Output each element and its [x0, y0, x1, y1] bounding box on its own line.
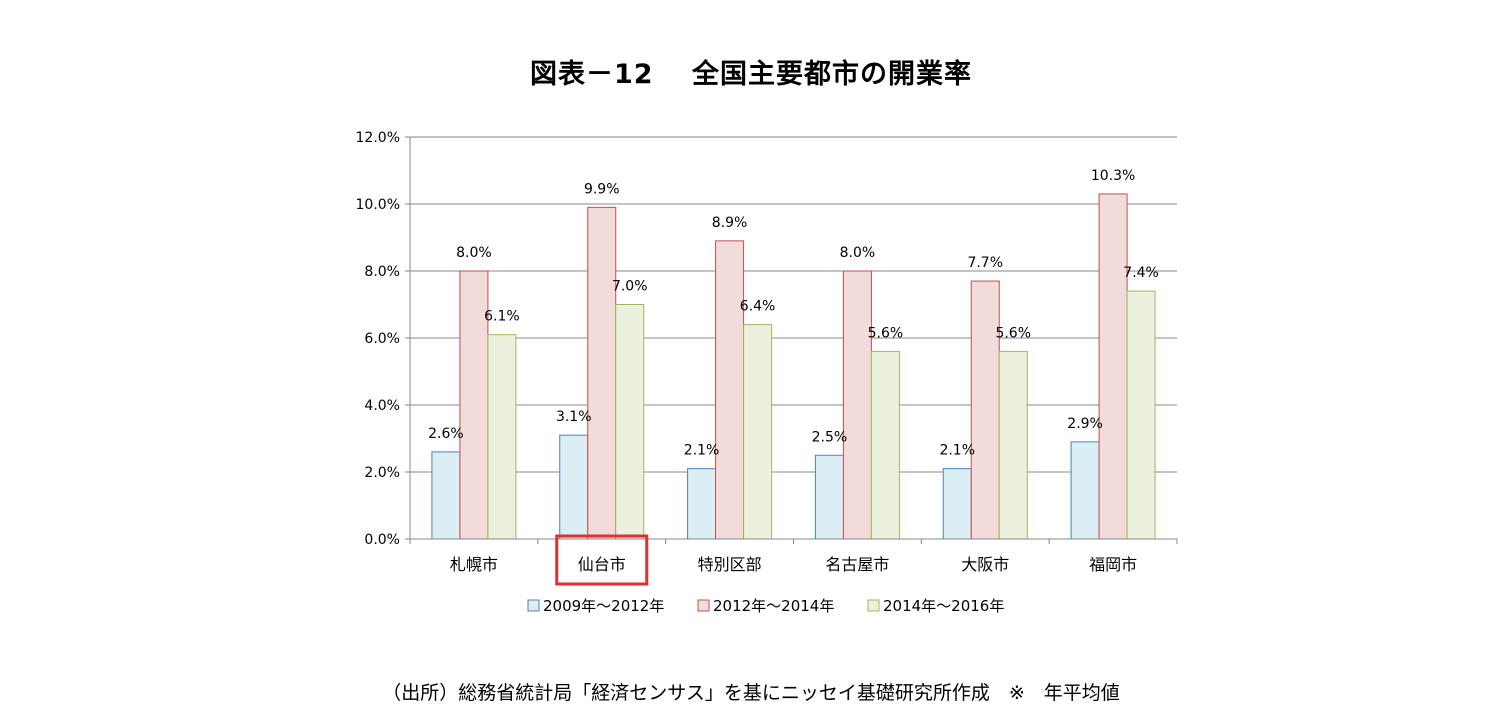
data-label: 6.1%: [484, 309, 520, 325]
data-label: 7.7%: [967, 255, 1003, 271]
data-label: 10.3%: [1091, 168, 1135, 184]
data-label: 2.1%: [939, 443, 975, 459]
y-tick-label: 2.0%: [364, 465, 400, 481]
bars: [431, 193, 1156, 540]
bar: [1126, 290, 1156, 540]
highlight-box: [555, 534, 649, 586]
y-tick-label: 6.0%: [364, 331, 400, 347]
bar: [715, 240, 745, 540]
bar: [870, 350, 900, 540]
y-tick-label: 12.0%: [356, 130, 400, 146]
bar: [487, 334, 517, 540]
y-tick-label: 8.0%: [364, 264, 400, 280]
data-label: 2.6%: [428, 426, 464, 442]
category-label: 札幌市: [450, 555, 498, 574]
bar: [615, 304, 645, 540]
bar: [1098, 193, 1128, 540]
data-label: 2.9%: [1067, 416, 1103, 432]
category-label: 福岡市: [1089, 555, 1137, 574]
y-tick-label: 4.0%: [364, 398, 400, 414]
bar: [998, 350, 1028, 540]
bar: [814, 454, 844, 540]
category-label: 名古屋市: [825, 555, 889, 574]
bar: [587, 206, 617, 540]
bar: [1070, 441, 1100, 540]
category-label: 仙台市: [578, 555, 626, 574]
data-label: 9.9%: [584, 181, 620, 197]
legend-swatch: [527, 599, 540, 612]
data-label: 2.5%: [812, 429, 848, 445]
bar: [687, 468, 717, 540]
category-label: 大阪市: [961, 555, 1009, 574]
data-label: 6.4%: [740, 299, 776, 315]
legend-swatch: [867, 599, 880, 612]
legend-entry: 2009年～2012年: [543, 597, 664, 615]
data-label: 8.0%: [456, 245, 492, 261]
legend-swatch: [697, 599, 710, 612]
data-label: 7.0%: [612, 279, 648, 295]
bar: [559, 434, 589, 540]
legend: 2009年～2012年 2012年～2014年 2014年～2016年: [527, 597, 1004, 615]
source-note: （出所）総務省統計局「経済センサス」を基にニッセイ基礎研究所作成 ※ 年平均値: [382, 682, 1120, 704]
bar: [431, 451, 461, 540]
category-label: 特別区部: [698, 555, 762, 574]
data-labels: 2.6% 8.0% 6.1% 3.1% 9.9% 7.0% 2.1% 8.9% 6.4% 2.5%…: [428, 168, 1159, 459]
data-label: 3.1%: [556, 409, 592, 425]
data-label: 5.6%: [995, 325, 1031, 341]
data-label: 5.6%: [868, 325, 904, 341]
bar: [842, 270, 872, 540]
bar: [942, 468, 972, 540]
data-label: 8.0%: [840, 245, 876, 261]
bar: [970, 280, 1000, 540]
legend-entry: 2014年～2016年: [883, 597, 1004, 615]
axes: 0.0% 2.0% 4.0% 6.0% 8.0% 10.0% 12.0% 札幌市 仙台市 特別区部…: [356, 130, 1178, 586]
data-label: 8.9%: [712, 215, 748, 231]
y-tick-label: 10.0%: [356, 197, 400, 213]
bar: [743, 324, 773, 540]
y-tick-label: 0.0%: [364, 532, 400, 548]
data-label: 2.1%: [684, 443, 720, 459]
chart-title: 図表－12 全国主要都市の開業率: [530, 59, 972, 90]
gridlines: [410, 136, 1177, 473]
legend-entry: 2012年～2014年: [713, 597, 834, 615]
data-label: 7.4%: [1123, 265, 1159, 281]
